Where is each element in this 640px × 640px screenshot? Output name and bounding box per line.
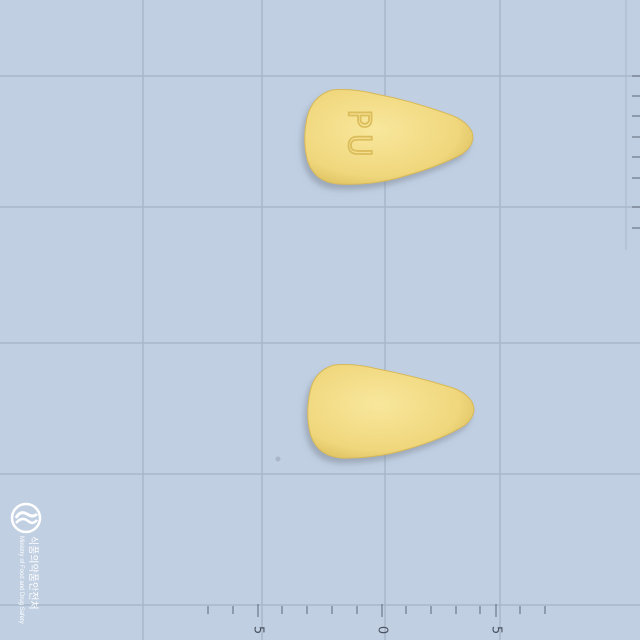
bottom-ruler-ticks [207, 604, 546, 617]
tablet-back [307, 364, 475, 459]
ruler-label-left: 5 [251, 626, 266, 634]
watermark-english: Ministry of Food and Drug Safety [18, 536, 24, 624]
right-ruler-ticks [632, 75, 640, 229]
specks [275, 456, 281, 462]
ruler-label-right: 5 [489, 626, 504, 634]
ruler-label-center: 0 [375, 626, 390, 634]
tablet-imprint: PU [341, 109, 377, 162]
tablet-back-body [307, 364, 475, 459]
bottom-ruler: 5 0 5 [207, 604, 546, 634]
watermark-text: 식품의약품안전처 Ministry of Food and Drug Safet… [6, 536, 46, 640]
watermark-korean: 식품의약품안전처 [27, 536, 38, 610]
tablet-front-body [304, 89, 474, 185]
watermark: 식품의약품안전처 Ministry of Food and Drug Safet… [4, 500, 44, 640]
tablet-front: PU [304, 89, 474, 185]
mfds-logo-icon [10, 502, 42, 534]
